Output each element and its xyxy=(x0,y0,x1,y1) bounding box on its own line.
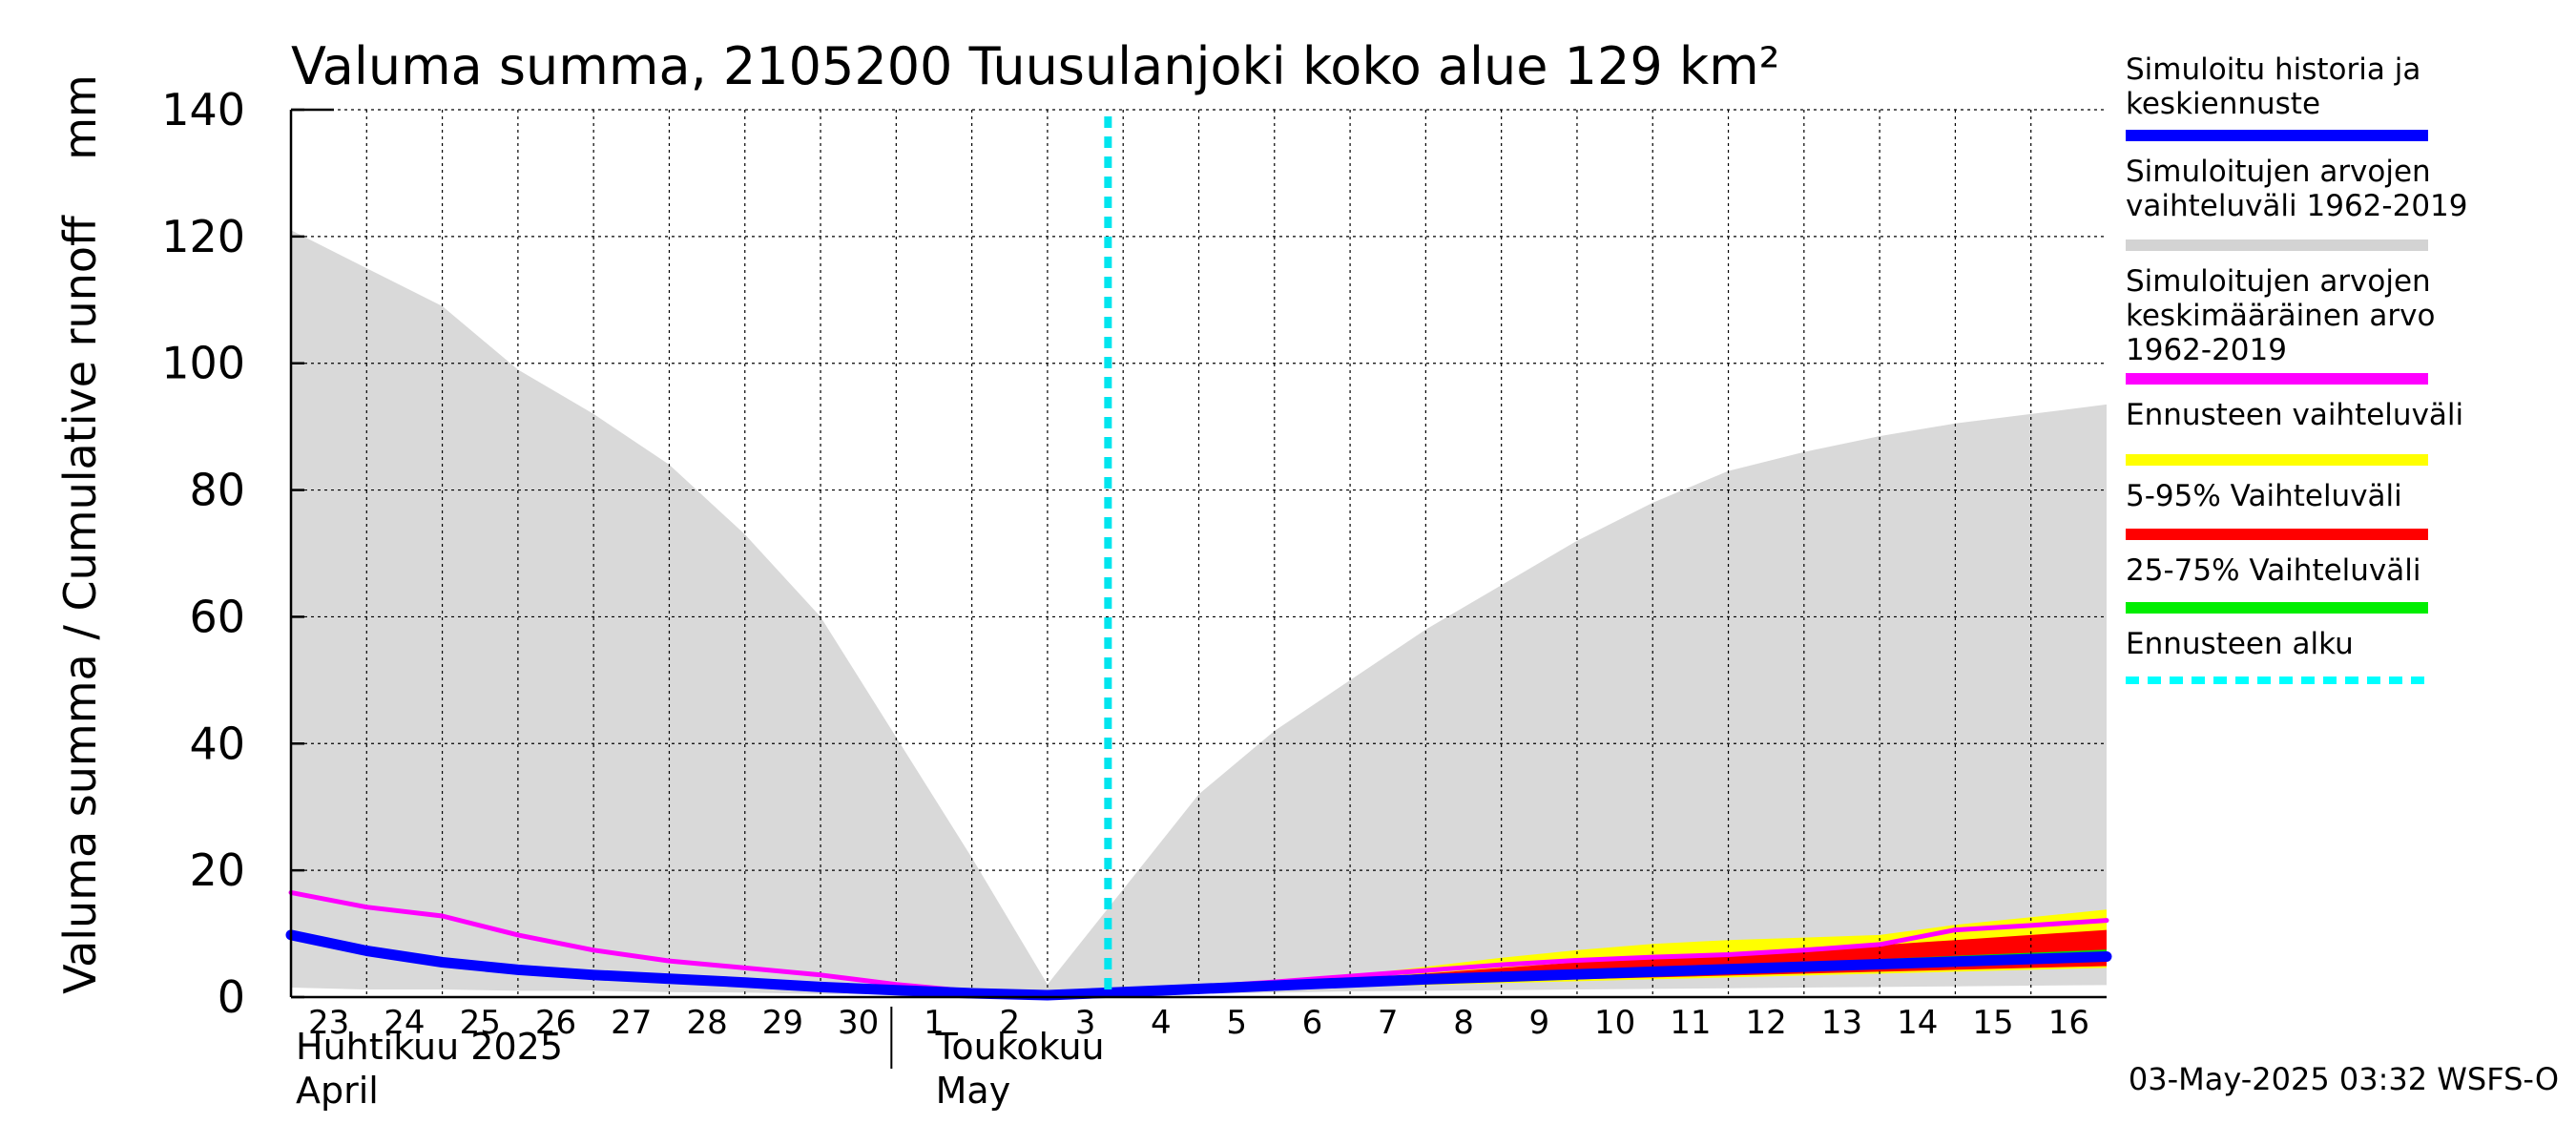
grid xyxy=(291,109,2107,997)
x-tick-label: 6 xyxy=(1302,1004,1323,1042)
timestamp: 03-May-2025 03:32 WSFS-O xyxy=(2129,1061,2559,1097)
legend-label: keskimääräinen arvo xyxy=(2126,299,2435,333)
y-tick-label: 80 xyxy=(189,465,245,516)
x-tick-label: 15 xyxy=(1972,1004,2013,1042)
y-tick-label: 0 xyxy=(218,971,245,1023)
x-tick-label: 8 xyxy=(1453,1004,1474,1042)
x-tick-label: 10 xyxy=(1594,1004,1635,1042)
x-tick-label: 14 xyxy=(1897,1004,1938,1042)
legend-label: Ennusteen alku xyxy=(2126,627,2354,661)
x-tick-label: 24 xyxy=(384,1004,425,1042)
legend-label: Simuloitu historia ja xyxy=(2126,52,2420,87)
y-tick-label: 120 xyxy=(161,211,245,262)
x-tick-label: 9 xyxy=(1528,1004,1549,1042)
month-label-en: May xyxy=(936,1070,1011,1112)
legend-item: 5-95% Vaihteluväli xyxy=(2126,479,2428,540)
x-tick-label: 1 xyxy=(924,1004,945,1042)
legend-label: 1962-2019 xyxy=(2126,333,2287,367)
x-tick-label: 2 xyxy=(999,1004,1020,1042)
legend-label: vaihteluväli 1962-2019 xyxy=(2126,189,2467,223)
month-label-fi: Toukokuu xyxy=(935,1026,1105,1068)
x-tick-label: 7 xyxy=(1378,1004,1399,1042)
x-tick-label: 27 xyxy=(611,1004,652,1042)
month-label-fi: Huhtikuu 2025 xyxy=(296,1026,563,1068)
legend-label: Simuloitujen arvojen xyxy=(2126,155,2431,189)
x-tick-label: 29 xyxy=(762,1004,803,1042)
x-tick-label: 13 xyxy=(1821,1004,1862,1042)
y-tick-label: 100 xyxy=(161,338,245,389)
plot-area xyxy=(285,109,2112,1001)
legend-label: keskiennuste xyxy=(2126,87,2320,121)
y-tick-label: 20 xyxy=(189,844,245,896)
legend: Simuloitu historia jakeskiennusteSimuloi… xyxy=(2126,52,2467,684)
x-tick-label: 5 xyxy=(1226,1004,1247,1042)
x-tick-label: 28 xyxy=(686,1004,727,1042)
y-tick-label: 140 xyxy=(161,84,245,135)
y-tick-label: 40 xyxy=(189,718,245,769)
x-tick-label: 26 xyxy=(535,1004,576,1042)
series-simulated-line xyxy=(285,929,2112,1001)
legend-item: Ennusteen vaihteluväli xyxy=(2126,398,2463,466)
legend-label: Simuloitujen arvojen xyxy=(2126,264,2431,299)
legend-item: 25-75% Vaihteluväli xyxy=(2126,553,2428,614)
legend-item: Ennusteen alku xyxy=(2126,627,2428,684)
x-tick-label: 12 xyxy=(1746,1004,1787,1042)
y-axis-label: Valuma summa / Cumulative runoff mm xyxy=(54,74,106,994)
month-label-en: April xyxy=(296,1070,379,1112)
chart-title: Valuma summa, 2105200 Tuusulanjoki koko … xyxy=(291,36,1779,96)
x-tick-label: 16 xyxy=(2048,1004,2089,1042)
x-tick-label: 25 xyxy=(460,1004,501,1042)
x-tick-label: 23 xyxy=(308,1004,349,1042)
y-tick-label: 60 xyxy=(189,591,245,642)
x-tick-label: 4 xyxy=(1151,1004,1172,1042)
x-tick-label: 3 xyxy=(1075,1004,1096,1042)
legend-label: 25-75% Vaihteluväli xyxy=(2126,553,2421,588)
x-tick-label: 30 xyxy=(838,1004,879,1042)
legend-label: Ennusteen vaihteluväli xyxy=(2126,398,2463,432)
x-tick-label: 11 xyxy=(1670,1004,1711,1042)
legend-label: 5-95% Vaihteluväli xyxy=(2126,479,2402,513)
